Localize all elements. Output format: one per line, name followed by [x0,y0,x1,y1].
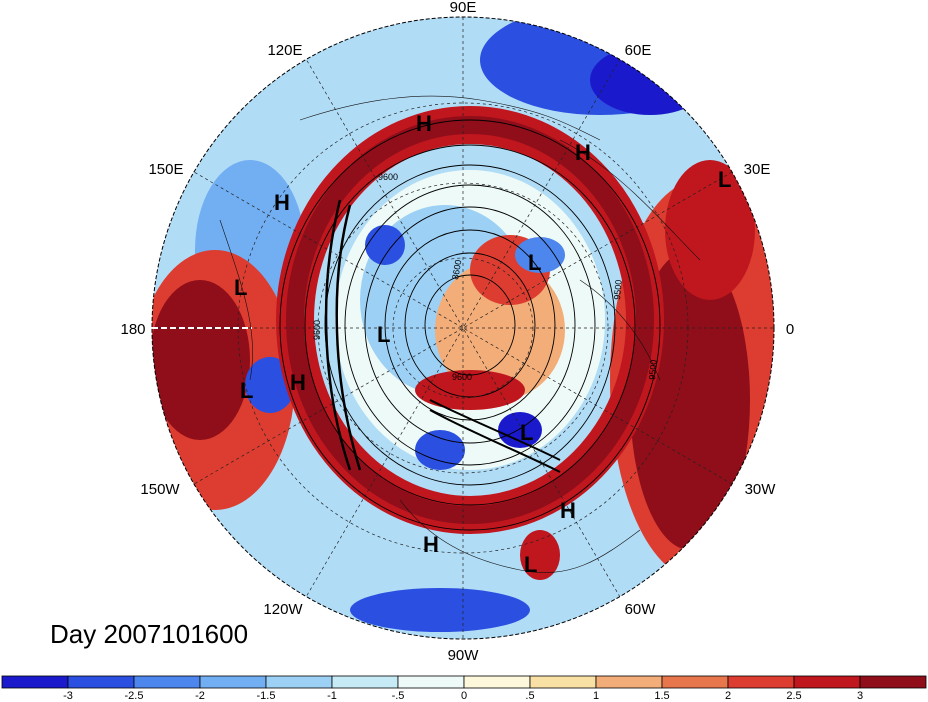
lon-label-150e: 150E [148,161,183,178]
pressure-marker: L [528,250,541,275]
pressure-marker: H [274,190,290,215]
colorbar-tick-label: -3 [63,690,73,702]
colorbar-tick-label: 2 [725,690,731,702]
colorbar-swatch [859,675,927,689]
pressure-system-markers: H H L H L L L L H L H H L [234,111,731,577]
contour-label: 9600 [378,172,398,182]
geopotential-contours [279,119,661,531]
lon-label-30w: 30W [745,481,777,498]
day-title: Day 2007101600 [50,619,249,649]
colorbar-swatch [199,675,267,689]
map-boundary [151,16,775,640]
lon-label-180: 180 [120,321,145,338]
colorbar-swatch [463,675,531,689]
coastlines [219,95,701,573]
colorbar-swatch [595,675,663,689]
colorbar-tick-label: 1.5 [654,690,669,702]
colorbar-tick-label: -1.5 [257,690,276,702]
lon-label-60w: 60W [625,601,657,618]
pressure-marker: L [240,378,253,403]
anomaly-field [152,17,774,639]
colorbar-tick-label: 1 [593,690,599,702]
pressure-marker: L [524,552,537,577]
contour-label-group: 9600 8600 9500 9600 9500 9600 [312,172,659,382]
colorbar-swatch [529,675,597,689]
lon-label-150w: 150W [140,481,180,498]
contour-label: 9600 [312,320,322,340]
pressure-marker: L [234,275,247,300]
pressure-marker: L [377,322,390,347]
pressure-marker: H [575,140,591,165]
pressure-marker: H [423,532,439,557]
pressure-marker: H [290,370,306,395]
colorbar-swatch [133,675,201,689]
lon-label-60e: 60E [625,42,652,59]
colorbar-swatch [397,675,465,689]
contour-label: 9500 [612,279,624,300]
colorbar-swatch [727,675,795,689]
contour-label: 9500 [647,359,659,380]
colorbar-swatch [661,675,729,689]
colorbar-tick-label: -.5 [392,690,405,702]
colorbar-tick-label: 0 [461,690,467,702]
lon-label-90w: 90W [448,647,480,664]
colorbar-swatch [331,675,399,689]
pressure-marker: L [718,167,731,192]
lon-label-90e: 90E [450,0,477,16]
colorbar-tick-label: .5 [525,690,534,702]
colorbar-swatch [265,675,333,689]
contour-label: 8600 [450,259,463,280]
lon-label-30e: 30E [744,161,771,178]
colorbar-tick-label: -2 [195,690,205,702]
pressure-marker: L [520,420,533,445]
lon-label-120e: 120E [267,42,302,59]
colorbar-tick-label: -2.5 [125,690,144,702]
colorbar-tick-label: -1 [327,690,337,702]
contour-label: 9600 [452,372,472,382]
colorbar-tick-label: 3 [857,690,863,702]
colorbar-swatch [67,675,135,689]
longitude-labels: 90E 60E 30E 0 30W 60W 90W 120W 150W 180 … [120,0,794,664]
colorbar-swatch [1,675,69,689]
lon-label-120w: 120W [263,601,303,618]
colorbar-tick-label: 2.5 [786,690,801,702]
lon-label-0: 0 [786,321,794,338]
colorbar-swatch [793,675,861,689]
colorbar: -3 -2.5 -2 -1.5 -1 -.5 0 .5 1 1.5 2 2.5 3 [1,675,927,702]
pressure-marker: H [416,111,432,136]
pressure-marker: H [560,498,576,523]
graticule [152,17,774,639]
